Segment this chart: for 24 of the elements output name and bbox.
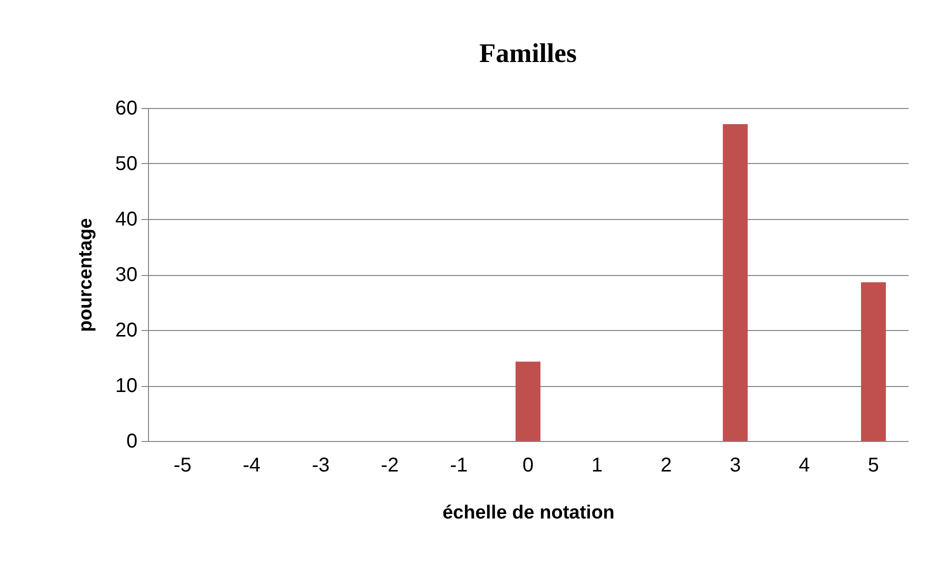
x-tick-label: 1 <box>592 454 603 476</box>
y-tick-label: 10 <box>115 375 138 397</box>
y-tick-label: 40 <box>115 208 138 230</box>
y-axis-title: pourcentage <box>75 218 96 332</box>
x-tick-label: -1 <box>450 454 468 476</box>
x-tick-label: 5 <box>868 454 880 476</box>
y-tick-label: 20 <box>115 320 138 342</box>
x-tick-label: 3 <box>730 454 741 476</box>
bar <box>516 362 540 441</box>
bar <box>722 124 748 441</box>
x-axis-title: échelle de notation <box>442 502 615 524</box>
x-tick-label: 4 <box>798 454 810 476</box>
y-tick-label: 60 <box>115 98 138 120</box>
y-tick-label: 50 <box>115 153 138 175</box>
x-tick-label: 0 <box>522 454 534 476</box>
x-tick-label: -4 <box>242 454 261 476</box>
x-tick-label: 2 <box>660 454 672 476</box>
bar <box>861 282 886 441</box>
y-tick-label: 0 <box>126 430 138 452</box>
x-tick-label: -5 <box>174 454 192 476</box>
x-tick-label: -3 <box>312 454 330 476</box>
y-tick-label: 30 <box>115 264 138 286</box>
chart-title: Familles <box>479 38 577 68</box>
x-tick-label: -2 <box>380 454 399 476</box>
